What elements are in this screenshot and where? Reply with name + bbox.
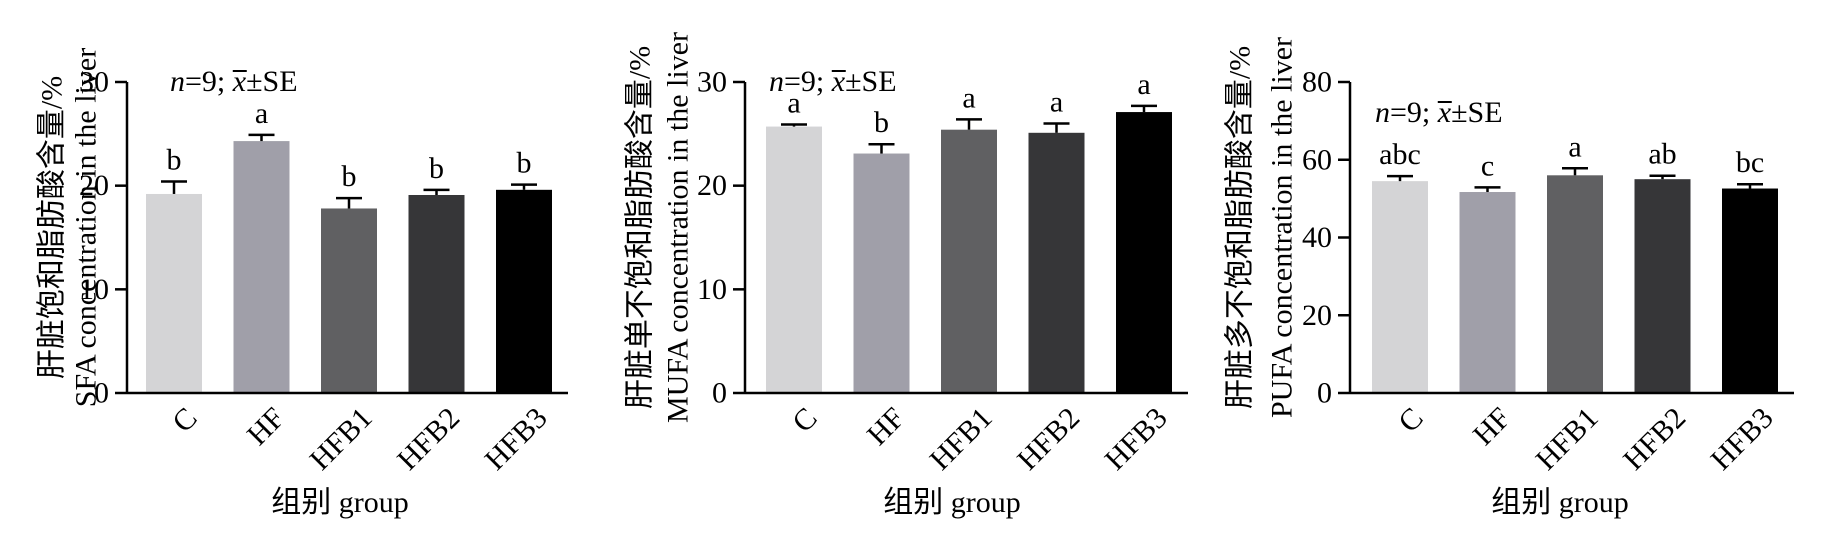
significance-label: b: [517, 147, 532, 180]
y-axis-label-en: MUFA concentration in the liver: [662, 32, 695, 423]
annotation-eq-part: =9;: [1390, 96, 1438, 129]
y-tick-label: 80: [1302, 66, 1332, 99]
bar-c: [146, 193, 202, 393]
y-tick-label: 20: [1302, 299, 1332, 332]
bar-hfb2: [1634, 179, 1691, 393]
bar-hfb3: [1722, 188, 1778, 393]
sample-annotation: n=9; x±SE: [769, 65, 897, 98]
y-axis-label-cn: 肝脏饱和脂肪酸含量/%: [36, 76, 69, 379]
significance-label: b: [874, 106, 889, 139]
bar-c: [766, 126, 822, 394]
y-axis-label-cn: 肝脏多不饱和脂肪酸含量/%: [1224, 46, 1257, 409]
bar-hfb1: [1547, 175, 1603, 393]
annotation-pm-part: ±SE: [1451, 96, 1502, 129]
bar-hf: [1459, 192, 1516, 393]
significance-label: a: [255, 97, 268, 130]
annotation-x-part: x: [831, 65, 846, 98]
category-label: HFB3: [478, 401, 553, 476]
bar-hf: [853, 153, 910, 393]
significance-label: a: [962, 81, 975, 114]
significance-label: b: [167, 144, 182, 177]
category-label: HFB2: [1011, 401, 1086, 476]
y-tick-label: 20: [697, 169, 727, 202]
significance-label: c: [1481, 149, 1494, 182]
y-tick-label: 10: [79, 273, 109, 306]
annotation-eq-part: =9;: [784, 65, 832, 98]
category-label: HFB2: [1617, 401, 1692, 476]
y-axis-label-en: SFA concentration in the liver: [70, 48, 103, 407]
y-tick-label: 30: [697, 66, 727, 99]
x-axis-label: 组别 group: [271, 486, 409, 519]
y-tick-label: 0: [1317, 377, 1332, 410]
chart-panel-3: abc Cc HF a HFB1 ab HFB2 bc HFB3 0 20 40 60 80 肝脏多不饱和脂…: [1224, 37, 1794, 519]
y-tick-label: 0: [94, 377, 109, 410]
category-label: HFB1: [923, 401, 998, 476]
annotation-x-part: x: [232, 65, 247, 98]
annotation-pm-part: ±SE: [246, 65, 297, 98]
bar-hf: [233, 141, 290, 393]
annotation-n-part: n: [769, 65, 784, 98]
significance-label: a: [787, 87, 800, 120]
y-tick-label: 10: [697, 273, 727, 306]
sample-annotation: n=9; x±SE: [170, 65, 298, 98]
chart-panel-2: a Cb HF a HFB1 a HFB2 a HFB3 0 10 20 30 肝脏单不饱和脂肪酸含量/%…: [624, 32, 1188, 519]
y-tick-label: 20: [79, 169, 109, 202]
y-tick-label: 30: [79, 66, 109, 99]
bar-hfb2: [1028, 132, 1085, 393]
category-label: HFB3: [1098, 401, 1173, 476]
bar-c: [1372, 181, 1428, 393]
bar-hfb3: [496, 189, 552, 393]
significance-label: abc: [1379, 138, 1421, 171]
category-label: C: [166, 401, 203, 438]
significance-label: a: [1050, 85, 1063, 118]
significance-label: b: [342, 160, 357, 193]
bar-hfb2: [408, 194, 465, 393]
y-tick-label: 0: [712, 377, 727, 410]
category-label: HF: [241, 401, 291, 451]
bar-hfb1: [941, 129, 997, 394]
annotation-n-part: n: [1375, 96, 1390, 129]
category-label: HFB1: [1529, 401, 1604, 476]
annotation-pm-part: ±SE: [845, 65, 896, 98]
category-label: HF: [861, 401, 911, 451]
sample-annotation: n=9; x±SE: [1375, 96, 1503, 129]
significance-label: b: [429, 152, 444, 185]
significance-label: a: [1568, 130, 1581, 163]
annotation-eq-part: =9;: [185, 65, 233, 98]
category-label: HFB1: [303, 401, 378, 476]
y-axis-label-en: PUFA concentration in the liver: [1266, 37, 1299, 418]
y-tick-label: 60: [1302, 143, 1332, 176]
category-label: HF: [1467, 401, 1517, 451]
significance-label: a: [1137, 68, 1150, 101]
significance-label: bc: [1736, 146, 1764, 179]
annotation-x-part: x: [1437, 96, 1452, 129]
y-axis-label-cn: 肝脏单不饱和脂肪酸含量/%: [624, 46, 657, 409]
bar-hfb3: [1116, 112, 1172, 394]
y-tick-label: 40: [1302, 221, 1332, 254]
x-axis-label: 组别 group: [1491, 486, 1629, 519]
x-axis-label: 组别 group: [883, 486, 1021, 519]
bar-hfb1: [321, 208, 377, 393]
category-label: HFB3: [1704, 401, 1779, 476]
category-label: C: [786, 401, 823, 438]
chart-panel-1: b Ca HF b HFB1 b HFB2 b HFB3 0 10 20 30 肝脏饱和脂肪酸含量/% SF…: [36, 48, 568, 519]
annotation-n-part: n: [170, 65, 185, 98]
category-label: HFB2: [391, 401, 466, 476]
category-label: C: [1392, 401, 1429, 438]
significance-label: ab: [1648, 138, 1676, 171]
